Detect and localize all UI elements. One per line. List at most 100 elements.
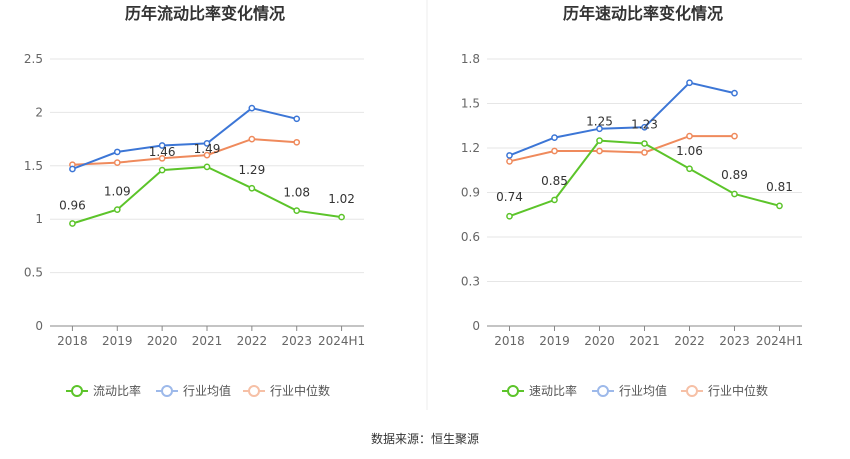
data-label: 1.25 [586, 115, 613, 129]
y-tick-label: 0.5 [24, 266, 43, 280]
data-point [596, 125, 603, 133]
series-line-2 [72, 107, 297, 170]
data-point [203, 151, 211, 159]
data-label: 0.81 [766, 180, 793, 194]
legend-marker [686, 385, 698, 397]
legend-label: 速动比率 [529, 383, 577, 398]
data-point [293, 207, 301, 215]
series-line-3 [509, 135, 735, 163]
data-label: 1.09 [104, 185, 131, 199]
legend-label: 行业中位数 [708, 383, 768, 398]
data-point [686, 79, 693, 87]
y-tick-label: 2 [35, 105, 43, 119]
data-point [203, 163, 211, 171]
x-tick-label: 2018 [494, 334, 525, 348]
data-point [596, 137, 603, 144]
data-label: 1.46 [149, 145, 176, 159]
chart-panel-2: 历年速动比率变化情况 0 0.3 0.6 0.9 1.2 1.5 1.8 2018 2019 202… [461, 4, 803, 398]
data-point [158, 142, 166, 149]
data-label: 0.74 [496, 190, 523, 204]
x-tick-label: 2024H1 [756, 334, 803, 348]
data-point [641, 149, 648, 156]
data-label: 1.29 [238, 163, 265, 177]
y-tick-label: 0 [35, 319, 43, 333]
data-point [203, 140, 211, 147]
data-point [248, 135, 256, 143]
data-point [641, 140, 648, 147]
data-label: 1.49 [194, 142, 221, 156]
data-label: 1.06 [676, 144, 703, 158]
data-point [158, 154, 166, 162]
data-label: 1.08 [283, 186, 310, 200]
y-tick-label: 2.5 [24, 52, 43, 66]
data-point [686, 165, 693, 173]
data-point [69, 220, 76, 227]
x-tick-label: 2020 [147, 334, 178, 348]
data-label: 0.89 [721, 168, 748, 182]
legend-marker [507, 385, 519, 397]
data-point [506, 152, 513, 159]
data-label: 1.02 [328, 192, 355, 206]
y-tick-label: 1.5 [461, 97, 480, 111]
x-tick-label: 2021 [629, 334, 660, 348]
y-tick-label: 0.3 [461, 275, 480, 289]
data-point [506, 158, 513, 165]
data-point [686, 132, 693, 140]
x-tick-label: 2018 [57, 334, 88, 348]
chart-title: 历年速动比率变化情况 [563, 4, 723, 23]
data-point [551, 134, 558, 141]
data-point [551, 147, 558, 155]
data-point [596, 147, 603, 155]
data-point [338, 213, 345, 221]
x-tick-label: 2023 [281, 334, 312, 348]
series-line-3 [72, 138, 297, 166]
data-point [731, 132, 738, 140]
y-tick-label: 0 [472, 319, 480, 333]
data-point [248, 104, 256, 112]
legend-marker [161, 385, 173, 397]
y-tick-label: 1.8 [461, 52, 480, 66]
data-point [158, 166, 166, 174]
x-tick-label: 2022 [674, 334, 705, 348]
legend-marker [597, 385, 609, 397]
data-point [731, 89, 738, 97]
data-label: 0.85 [541, 174, 568, 188]
x-tick-label: 2023 [719, 334, 750, 348]
y-tick-label: 1.5 [24, 159, 43, 173]
data-point [113, 148, 121, 156]
legend-label: 行业中位数 [270, 383, 330, 398]
data-point [293, 138, 301, 146]
y-tick-label: 0.9 [461, 186, 480, 200]
data-point [113, 159, 121, 166]
legend-marker [248, 385, 260, 397]
data-point [551, 196, 558, 204]
y-tick-label: 1.2 [461, 141, 480, 155]
x-tick-label: 2019 [539, 334, 570, 348]
y-tick-label: 1 [35, 212, 43, 226]
data-point [641, 123, 648, 131]
data-source: 数据来源：恒生聚源 [371, 431, 479, 446]
legend-label: 行业均值 [619, 383, 667, 398]
x-tick-label: 2021 [192, 334, 223, 348]
data-point [69, 165, 76, 173]
x-tick-label: 2022 [237, 334, 268, 348]
legend-label: 行业均值 [183, 383, 231, 398]
data-point [776, 202, 783, 210]
chart-title: 历年流动比率变化情况 [125, 4, 285, 23]
data-point [113, 206, 121, 213]
data-point [248, 184, 256, 192]
data-label: 1.23 [631, 118, 658, 132]
data-point [293, 115, 301, 123]
data-point [731, 190, 738, 198]
series-line-2 [509, 81, 735, 157]
legend-label: 流动比率 [93, 383, 141, 398]
x-tick-label: 2024H1 [318, 334, 365, 348]
chart-panel-1: 历年流动比率变化情况 0 0.5 1 1.5 2 2.5 2018 2019 2020 2021 20… [24, 4, 365, 398]
legend-marker [71, 385, 83, 397]
x-tick-label: 2019 [102, 334, 133, 348]
x-tick-label: 2020 [584, 334, 615, 348]
data-point [506, 212, 513, 220]
y-tick-label: 0.6 [461, 230, 480, 244]
data-label: 0.96 [59, 198, 86, 212]
